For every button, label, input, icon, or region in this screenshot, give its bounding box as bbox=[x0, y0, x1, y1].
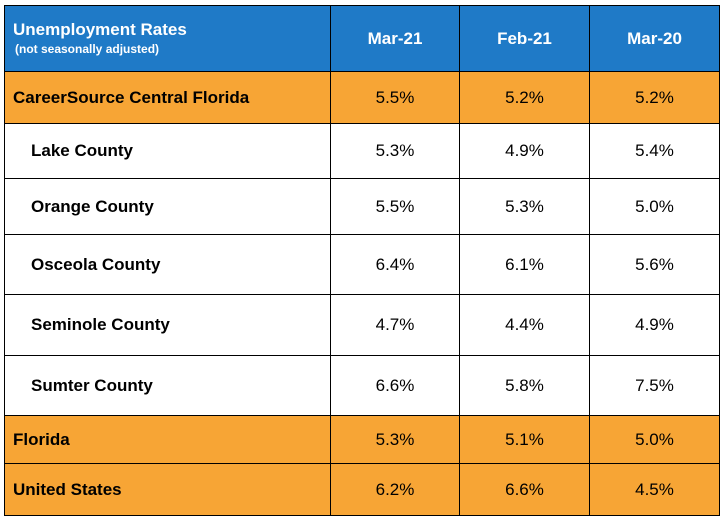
cell-mar-20: 5.0% bbox=[589, 178, 720, 235]
cell-feb-21: 5.2% bbox=[459, 71, 590, 124]
cell-feb-21: 6.1% bbox=[459, 234, 590, 295]
cell-feb-21: 4.4% bbox=[459, 294, 590, 356]
cell-feb-21: 5.8% bbox=[459, 355, 590, 416]
table-row-sumter-county: Sumter County 6.6% 5.8% 7.5% bbox=[4, 355, 720, 416]
cell-mar-20: 5.2% bbox=[589, 71, 720, 124]
table-title: Unemployment Rates bbox=[13, 19, 187, 39]
table-subtitle: (not seasonally adjusted) bbox=[15, 41, 160, 56]
table-title-cell: Unemployment Rates (not seasonally adjus… bbox=[4, 5, 331, 72]
cell-mar-21: 6.6% bbox=[330, 355, 460, 416]
cell-feb-21: 4.9% bbox=[459, 123, 590, 179]
cell-mar-21: 5.5% bbox=[330, 71, 460, 124]
cell-feb-21: 6.6% bbox=[459, 463, 590, 516]
cell-mar-21: 4.7% bbox=[330, 294, 460, 356]
cell-mar-21: 6.4% bbox=[330, 234, 460, 295]
cell-mar-21: 5.3% bbox=[330, 123, 460, 179]
row-label: CareerSource Central Florida bbox=[4, 71, 331, 124]
cell-mar-20: 7.5% bbox=[589, 355, 720, 416]
column-header-mar-20: Mar-20 bbox=[589, 5, 720, 72]
table-row-lake-county: Lake County 5.3% 4.9% 5.4% bbox=[4, 123, 720, 179]
row-label: Seminole County bbox=[4, 294, 331, 356]
cell-mar-21: 5.3% bbox=[330, 415, 460, 464]
column-header-feb-21: Feb-21 bbox=[459, 5, 590, 72]
cell-feb-21: 5.1% bbox=[459, 415, 590, 464]
table-row-orange-county: Orange County 5.5% 5.3% 5.0% bbox=[4, 178, 720, 235]
table-row-seminole-county: Seminole County 4.7% 4.4% 4.9% bbox=[4, 294, 720, 356]
row-label: Sumter County bbox=[4, 355, 331, 416]
cell-feb-21: 5.3% bbox=[459, 178, 590, 235]
cell-mar-21: 5.5% bbox=[330, 178, 460, 235]
cell-mar-20: 5.6% bbox=[589, 234, 720, 295]
row-label: Lake County bbox=[4, 123, 331, 179]
cell-mar-21: 6.2% bbox=[330, 463, 460, 516]
table-row-careersource-central-florida: CareerSource Central Florida 5.5% 5.2% 5… bbox=[4, 71, 720, 124]
unemployment-rates-table: Unemployment Rates (not seasonally adjus… bbox=[4, 5, 720, 516]
row-label: Orange County bbox=[4, 178, 331, 235]
cell-mar-20: 4.5% bbox=[589, 463, 720, 516]
cell-mar-20: 5.0% bbox=[589, 415, 720, 464]
table-row-florida: Florida 5.3% 5.1% 5.0% bbox=[4, 415, 720, 464]
column-header-mar-21: Mar-21 bbox=[330, 5, 460, 72]
row-label: Florida bbox=[4, 415, 331, 464]
row-label: United States bbox=[4, 463, 331, 516]
table-header-row: Unemployment Rates (not seasonally adjus… bbox=[4, 5, 720, 72]
table-row-osceola-county: Osceola County 6.4% 6.1% 5.6% bbox=[4, 234, 720, 295]
cell-mar-20: 4.9% bbox=[589, 294, 720, 356]
row-label: Osceola County bbox=[4, 234, 331, 295]
cell-mar-20: 5.4% bbox=[589, 123, 720, 179]
table-row-united-states: United States 6.2% 6.6% 4.5% bbox=[4, 463, 720, 516]
